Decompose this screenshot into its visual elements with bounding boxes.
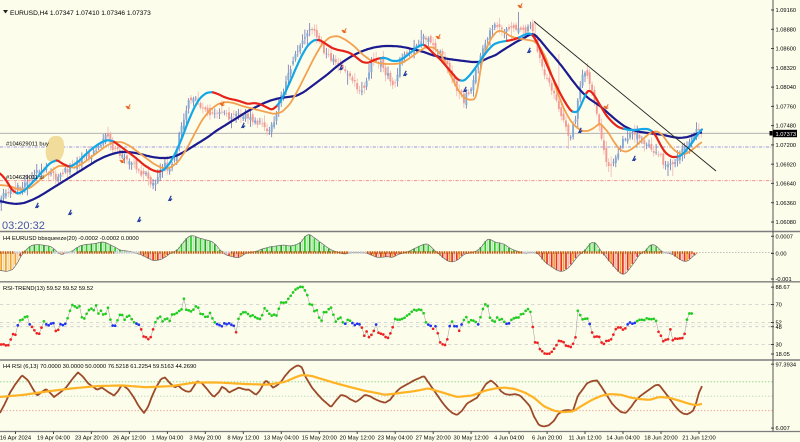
svg-text:21 Jun 12:00: 21 Jun 12:00: [682, 436, 716, 442]
svg-text:1.07373: 1.07373: [776, 132, 797, 138]
svg-text:15 May 20:00: 15 May 20:00: [302, 436, 337, 442]
svg-text:11 Jun 12:00: 11 Jun 12:00: [568, 436, 601, 442]
svg-text:19 Apr 04:00: 19 Apr 04:00: [37, 436, 70, 442]
svg-text:27 May 20:00: 27 May 20:00: [416, 436, 451, 442]
svg-text:26 Apr 12:00: 26 Apr 12:00: [113, 436, 146, 442]
svg-text:1.07200: 1.07200: [776, 143, 797, 149]
svg-text:1.08320: 1.08320: [776, 66, 797, 72]
svg-text:1.06640: 1.06640: [776, 182, 797, 188]
svg-text:1.08040: 1.08040: [776, 85, 797, 91]
svg-text:18 Jun 20:00: 18 Jun 20:00: [644, 436, 678, 442]
svg-text:1.07480: 1.07480: [776, 124, 797, 130]
svg-text:1.06080: 1.06080: [776, 220, 797, 226]
svg-text:88.67: 88.67: [776, 285, 790, 291]
svg-text:30 May 12:00: 30 May 12:00: [454, 436, 489, 442]
svg-text:1.07760: 1.07760: [776, 105, 797, 111]
svg-text:14 Jun 04:00: 14 Jun 04:00: [606, 436, 640, 442]
svg-text:03:20:32: 03:20:32: [2, 220, 45, 232]
svg-text:23 Apr 20:00: 23 Apr 20:00: [75, 436, 108, 442]
svg-text:EURUSD,H4 1.07347 1.07410 1.0: EURUSD,H4 1.07347 1.07410 1.07346 1.0737…: [10, 10, 151, 17]
svg-text:48: 48: [776, 325, 782, 331]
svg-text:1 May 04:00: 1 May 04:00: [151, 436, 183, 442]
svg-text:1.08880: 1.08880: [776, 27, 797, 33]
svg-text:RSI-TREND(13) 59.52 59.52 59.5: RSI-TREND(13) 59.52 59.52 59.52: [3, 286, 93, 292]
svg-text:#104629011 sl: #104629011 sl: [6, 175, 44, 181]
svg-text:8 May 12:00: 8 May 12:00: [227, 436, 259, 442]
svg-text:30: 30: [776, 343, 782, 349]
svg-text:4 Jun 04:00: 4 Jun 04:00: [494, 436, 524, 442]
svg-text:6 Jun 20:00: 6 Jun 20:00: [532, 436, 562, 442]
svg-text:3 May 20:00: 3 May 20:00: [189, 436, 221, 442]
svg-text:1.06920: 1.06920: [776, 162, 797, 168]
svg-text:16 Apr 2024: 16 Apr 2024: [0, 436, 32, 442]
svg-text:6.007: 6.007: [776, 426, 790, 432]
svg-text:0.00: 0.00: [776, 252, 787, 258]
svg-text:13 May 04:00: 13 May 04:00: [264, 436, 299, 442]
svg-text:H4 EURUSD bbsqueeze(20) -0.00: H4 EURUSD bbsqueeze(20) -0.0002 -0.0002 …: [3, 236, 139, 242]
svg-text:1.08600: 1.08600: [776, 47, 797, 53]
svg-text:52: 52: [776, 321, 782, 327]
svg-text:70: 70: [776, 303, 782, 309]
svg-text:0.0007: 0.0007: [776, 234, 793, 240]
svg-text:1.06360: 1.06360: [776, 201, 797, 207]
svg-text:97.3934: 97.3934: [776, 362, 797, 368]
svg-text:H4 RSI (6,13) 70.0000 30.0000: H4 RSI (6,13) 70.0000 30.0000 50.0000 76…: [3, 364, 196, 370]
svg-text:-0.001: -0.001: [776, 277, 792, 283]
svg-text:20 May 12:00: 20 May 12:00: [340, 436, 375, 442]
svg-text:18.05: 18.05: [776, 352, 790, 358]
svg-text:#104629011 buy: #104629011 buy: [6, 141, 49, 147]
svg-text:23 May 04:00: 23 May 04:00: [378, 436, 413, 442]
svg-text:1.09160: 1.09160: [776, 8, 797, 14]
